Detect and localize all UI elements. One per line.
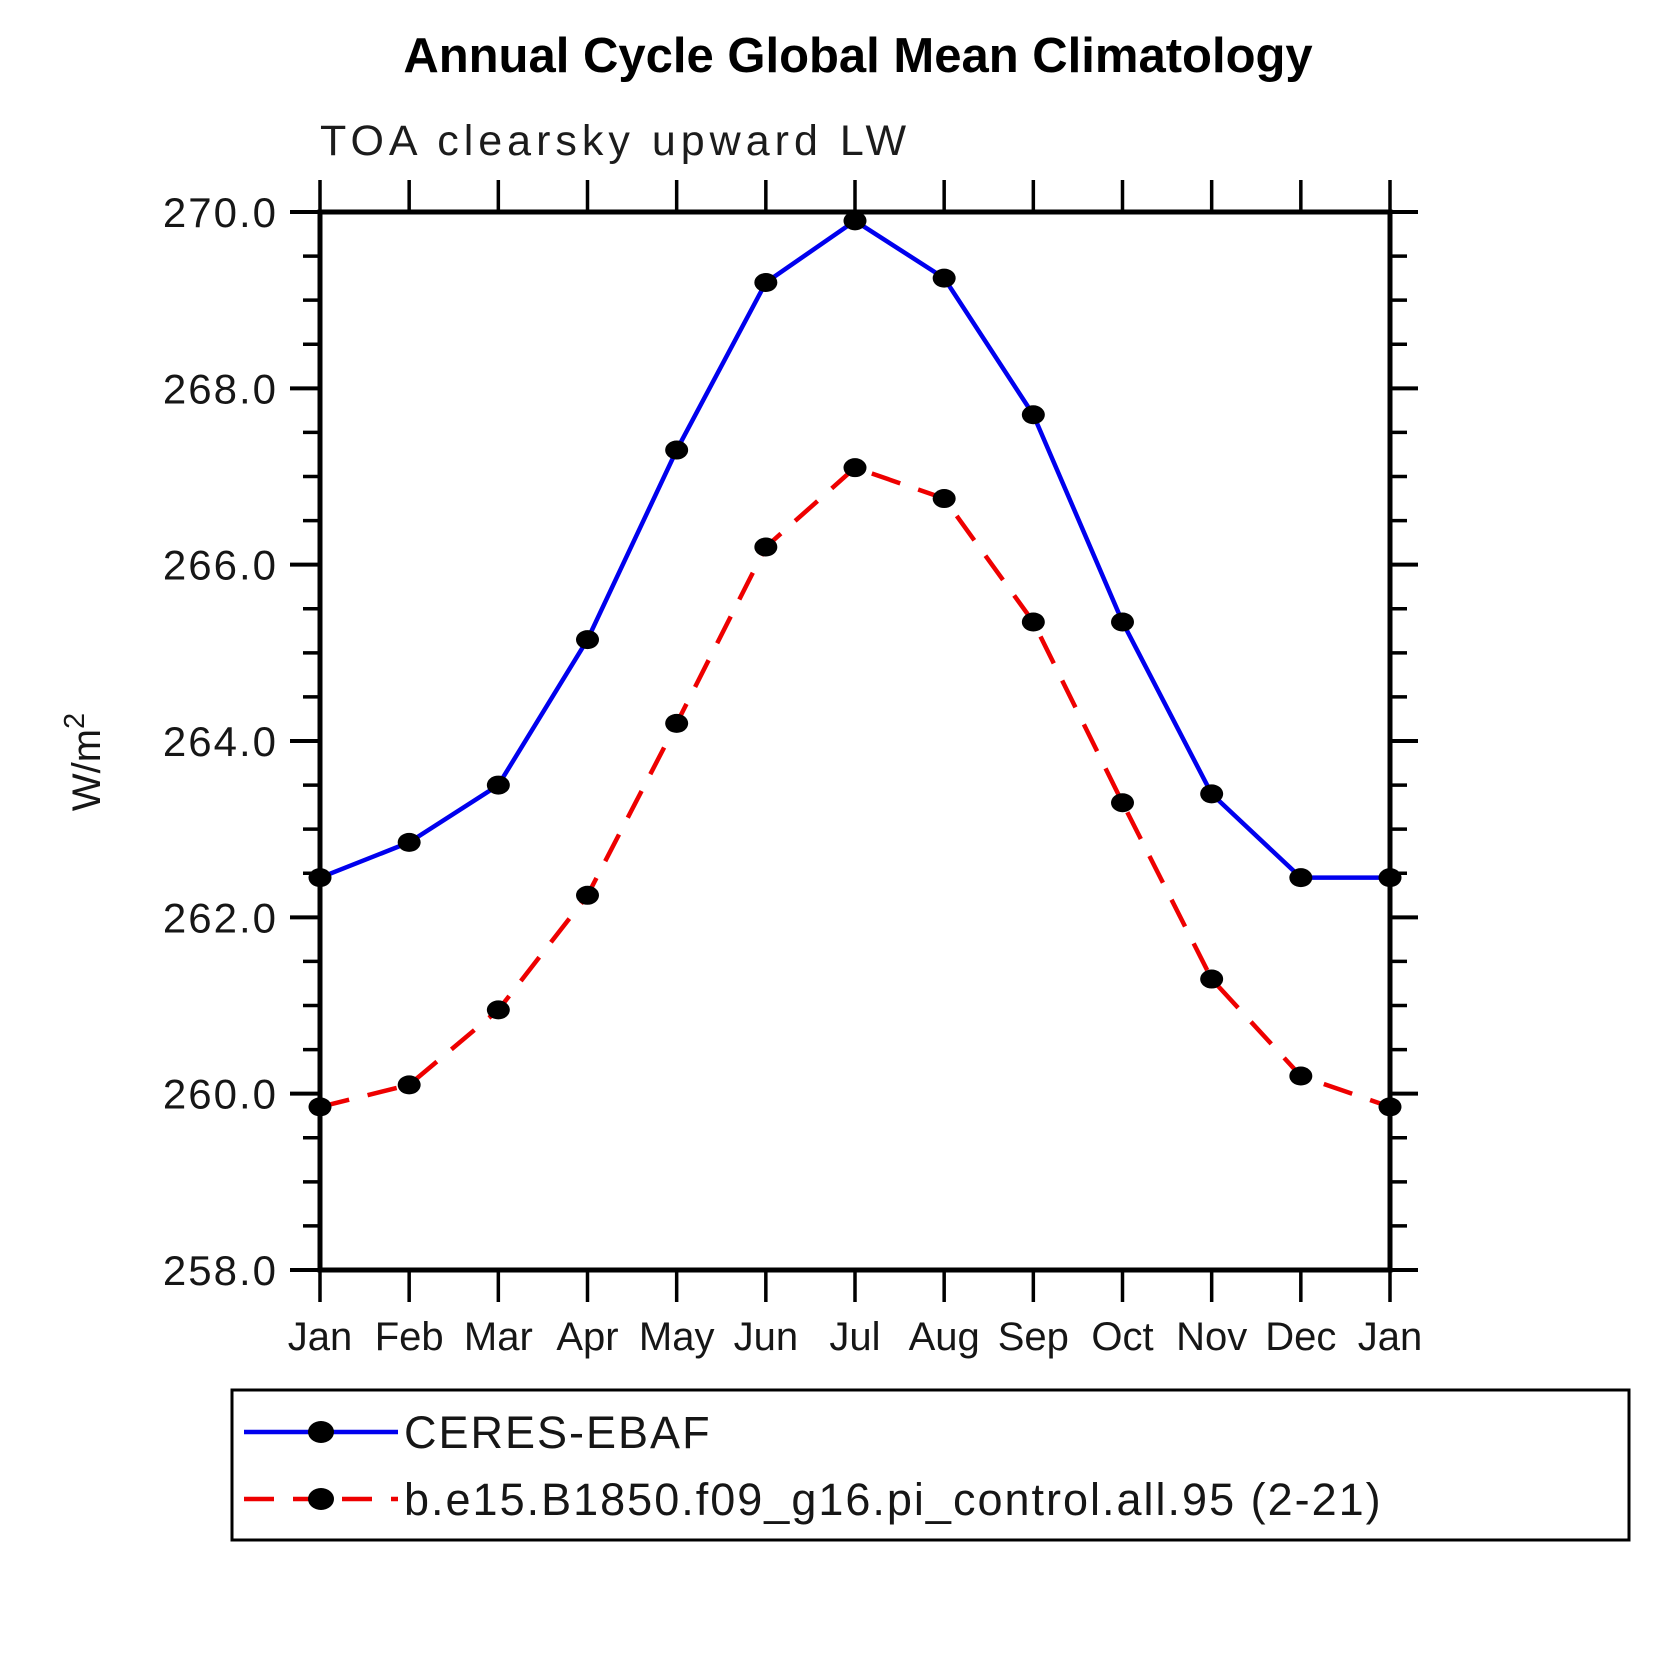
x-axis-tick-label: Jan [1358,1315,1423,1359]
data-point-pi-control-3 [576,885,599,905]
x-axis-tick-label: Oct [1091,1315,1153,1359]
y-axis-tick-label: 260.0 [163,1071,278,1118]
chart-title: Annual Cycle Global Mean Climatology [403,29,1312,83]
data-point-ceres-ebaf-0 [308,868,332,888]
data-point-ceres-ebaf-10 [1200,784,1224,804]
data-point-ceres-ebaf-2 [486,775,510,795]
data-point-pi-control-8 [1021,612,1045,632]
data-point-pi-control-9 [1111,793,1134,813]
data-point-pi-control-0 [308,1097,332,1117]
data-point-ceres-ebaf-1 [397,832,421,852]
x-axis-tick-label: Jul [829,1315,880,1359]
plot-area: 258.0 260.0 262.0 264.0 266.0 268.0 270.0 Jan Fe… [163,180,1422,1359]
y-axis-tick-label: 262.0 [163,894,278,941]
legend-box [230,1388,1631,1542]
series-line-ceres-ebaf [319,218,1390,880]
data-point-ceres-ebaf-11 [1289,868,1313,888]
data-point-pi-control-12 [1378,1097,1402,1117]
legend-label-pi-control: b.e15.B1850.f09_g16.pi_control.all.95 (2… [404,1474,1383,1525]
data-point-ceres-ebaf-9 [1111,612,1134,632]
series-line-pi-control [319,465,1391,1110]
data-point-ceres-ebaf-4 [665,440,689,460]
x-axis-tick-label: Mar [464,1315,533,1359]
data-point-pi-control-4 [665,713,689,733]
y-axis-tick-label: 264.0 [163,718,278,765]
data-point-pi-control-11 [1289,1066,1313,1086]
x-axis-tick-label: Apr [556,1315,618,1359]
x-axis-tick-label: Nov [1176,1315,1247,1359]
data-point-pi-control-5 [754,537,778,557]
data-point-ceres-ebaf-7 [932,268,956,288]
y-axis-tick-label: 266.0 [163,542,278,589]
y-axis-tick-label: 268.0 [163,365,278,412]
legend-marker-ceres-ebaf [308,1421,334,1443]
data-point-ceres-ebaf-5 [754,273,778,293]
data-point-ceres-ebaf-3 [576,630,599,650]
x-axis-tick-label: Jun [734,1315,799,1359]
x-axis-tick-label: May [639,1315,715,1359]
y-axis-tick-label: 258.0 [163,1247,278,1294]
data-point-ceres-ebaf-8 [1021,405,1045,425]
legend-label-ceres-ebaf: CERES-EBAF [404,1407,712,1458]
legend-marker-pi-control [308,1488,334,1510]
chart-subtitle: TOA clearsky upward LW [320,117,911,165]
legend: CERES-EBAF b.e15.B1850.f09_g16.pi_control… [230,1388,1631,1542]
y-axis-title: W/m2 [59,713,109,811]
data-point-ceres-ebaf-6 [843,211,867,231]
data-point-ceres-ebaf-12 [1378,868,1402,888]
data-point-pi-control-6 [843,458,867,478]
data-point-pi-control-10 [1200,969,1224,989]
data-point-pi-control-7 [932,489,956,509]
x-axis-tick-label: Jan [288,1315,353,1359]
x-axis-tick-label: Dec [1265,1315,1336,1359]
data-point-pi-control-2 [486,1000,510,1020]
x-axis-tick-label: Aug [909,1315,980,1359]
x-axis-tick-label: Sep [998,1315,1069,1359]
data-point-pi-control-1 [397,1075,421,1095]
plot-frame [317,209,1393,1273]
x-axis-tick-label: Feb [375,1315,444,1359]
y-axis-tick-label: 270.0 [163,189,278,236]
